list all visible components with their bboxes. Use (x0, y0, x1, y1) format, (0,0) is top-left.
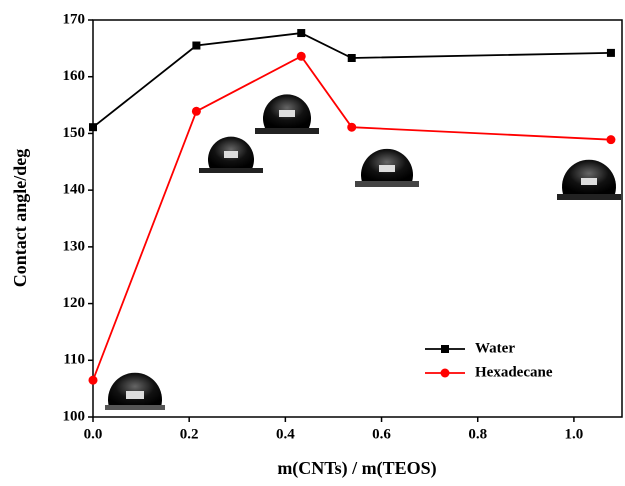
x-tick-label: 0.4 (276, 426, 295, 442)
marker (347, 53, 356, 62)
x-tick-label: 0.0 (84, 426, 103, 442)
x-tick-label: 0.2 (180, 426, 199, 442)
marker (347, 122, 357, 132)
x-tick-label: 1.0 (565, 426, 584, 442)
x-tick-label: 0.6 (372, 426, 391, 442)
legend-label: Hexadecane (475, 364, 553, 380)
marker (606, 48, 615, 57)
marker (606, 135, 616, 145)
legend-marker (441, 345, 449, 353)
y-tick-label: 160 (63, 68, 86, 84)
y-tick-label: 150 (63, 125, 86, 141)
series-line (92, 32, 611, 128)
legend-marker (440, 368, 450, 378)
y-tick-label: 110 (63, 352, 85, 368)
marker (296, 51, 306, 61)
x-tick-label: 0.8 (468, 426, 487, 442)
marker (191, 106, 201, 116)
x-axis-label: m(CNTs) / m(TEOS) (277, 458, 436, 479)
marker (88, 375, 98, 385)
y-axis-label: Contact angle/deg (10, 149, 30, 288)
y-tick-label: 100 (63, 408, 86, 424)
y-tick-label: 130 (63, 238, 86, 254)
y-tick-label: 170 (63, 11, 86, 27)
marker (89, 123, 97, 132)
y-tick-label: 120 (63, 295, 86, 311)
legend-label: Water (475, 340, 515, 356)
series-line (92, 55, 611, 381)
marker (297, 29, 306, 38)
y-tick-label: 140 (63, 182, 86, 198)
droplet-images (105, 94, 621, 410)
plot-frame (92, 19, 623, 418)
marker (192, 41, 201, 50)
